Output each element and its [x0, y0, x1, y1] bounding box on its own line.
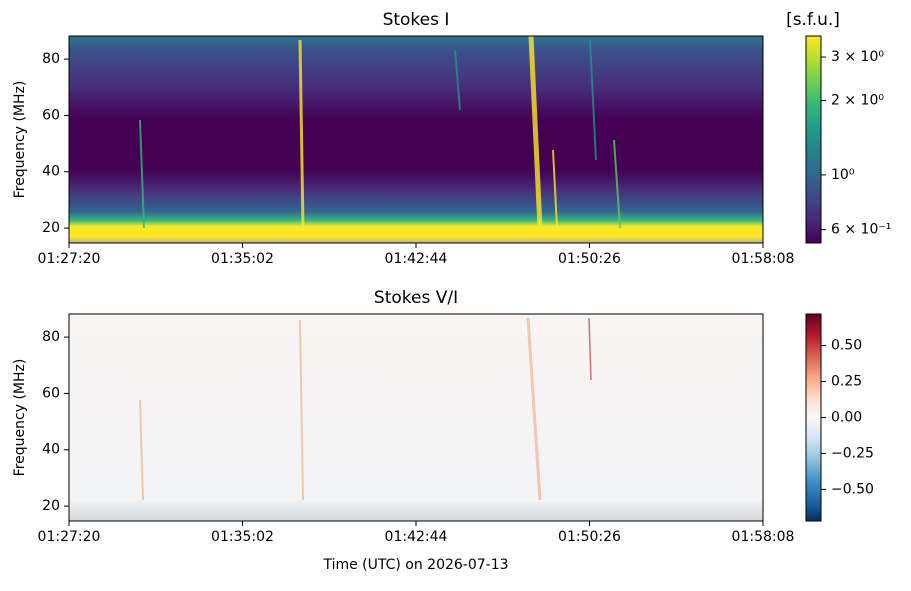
spectrogram-image: [69, 314, 763, 521]
colorbar-tick-label: 10⁰: [831, 167, 855, 183]
y-tick-label: 40: [42, 164, 60, 180]
x-tick-label: 01:50:26: [558, 251, 621, 267]
x-tick-label: 01:35:02: [211, 529, 274, 545]
x-tick-label: 01:58:08: [732, 251, 795, 267]
colorbar-tick-label: 0.50: [831, 338, 862, 354]
chart-title: Stokes V/I: [374, 288, 458, 308]
y-tick-label: 60: [42, 107, 60, 123]
chart-title: Stokes I: [383, 10, 450, 30]
x-axis-label: Time (UTC) on 2026-07-13: [322, 557, 508, 573]
spectrogram-image: [69, 36, 763, 243]
x-tick-label: 01:27:20: [38, 529, 101, 545]
x-tick-label: 01:42:44: [385, 529, 448, 545]
colorbar-tick-label: 0.25: [831, 374, 862, 390]
colorbar: [805, 35, 822, 244]
colorbar-tick-label: 0.00: [831, 410, 862, 426]
x-tick-label: 01:42:44: [385, 251, 448, 267]
y-tick-label: 80: [42, 329, 60, 345]
colorbar: [805, 313, 822, 522]
colorbar-tick-label: −0.25: [831, 445, 874, 461]
burst-features: [139, 317, 592, 501]
colorbar-label: [s.f.u.]: [786, 10, 840, 30]
y-tick-label: 80: [42, 51, 60, 67]
burst-features: [139, 35, 621, 229]
x-tick-label: 01:58:08: [732, 529, 795, 545]
y-tick-label: 60: [42, 385, 60, 401]
colorbar-tick-label: 3 × 10⁰: [831, 49, 884, 65]
y-tick-label: 20: [42, 220, 60, 236]
colorbar-tick-label: −0.50: [831, 481, 874, 497]
y-axis-label: Frequency (MHz): [12, 81, 28, 199]
colorbar-tick-label: 6 × 10⁻¹: [831, 222, 891, 238]
y-axis-label: Frequency (MHz): [12, 359, 28, 477]
x-tick-label: 01:27:20: [38, 251, 101, 267]
colorbar-tick-label: 2 × 10⁰: [831, 93, 884, 109]
x-tick-label: 01:35:02: [211, 251, 274, 267]
x-tick-label: 01:50:26: [558, 529, 621, 545]
y-tick-label: 40: [42, 442, 60, 458]
y-tick-label: 20: [42, 498, 60, 514]
